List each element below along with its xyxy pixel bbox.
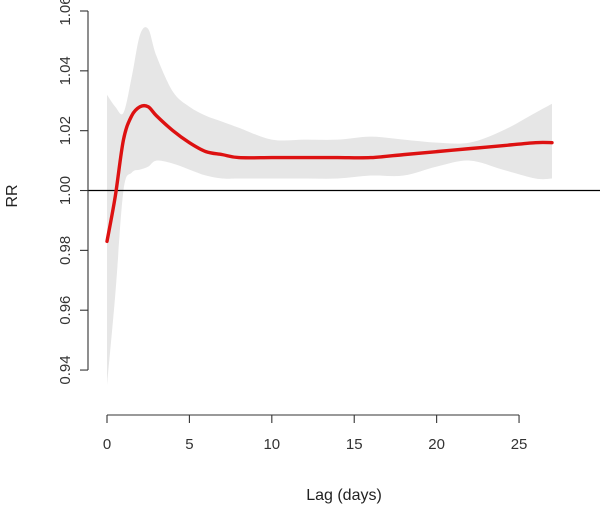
y-axis-title: RR: [4, 184, 21, 207]
y-tick-label: 1.00: [57, 176, 74, 205]
confidence-band: [107, 27, 552, 385]
series-line-layer: [105, 103, 554, 244]
x-axis-title: Lag (days): [306, 487, 382, 504]
y-tick-label: 0.96: [57, 296, 74, 325]
y-tick-label: 0.94: [57, 355, 74, 384]
y-tick-label: 1.02: [57, 116, 74, 145]
x-tick-label: 25: [511, 436, 528, 453]
x-tick-label: 5: [185, 436, 193, 453]
y-tick-label: 1.06: [57, 0, 74, 26]
x-tick-label: 0: [103, 436, 111, 453]
y-tick-label: 1.04: [57, 56, 74, 85]
confidence-band-layer: [107, 27, 552, 385]
x-tick-label: 10: [263, 436, 280, 453]
rr-estimate-line: [105, 103, 554, 244]
x-tick-label: 15: [346, 436, 363, 453]
x-tick-label: 20: [428, 436, 445, 453]
axes-layer: 0 5 10 15 20 25 0.94 0.96 0.98 1.00 1.02 1.04 1.06: [57, 0, 527, 453]
y-tick-label: 0.98: [57, 236, 74, 265]
